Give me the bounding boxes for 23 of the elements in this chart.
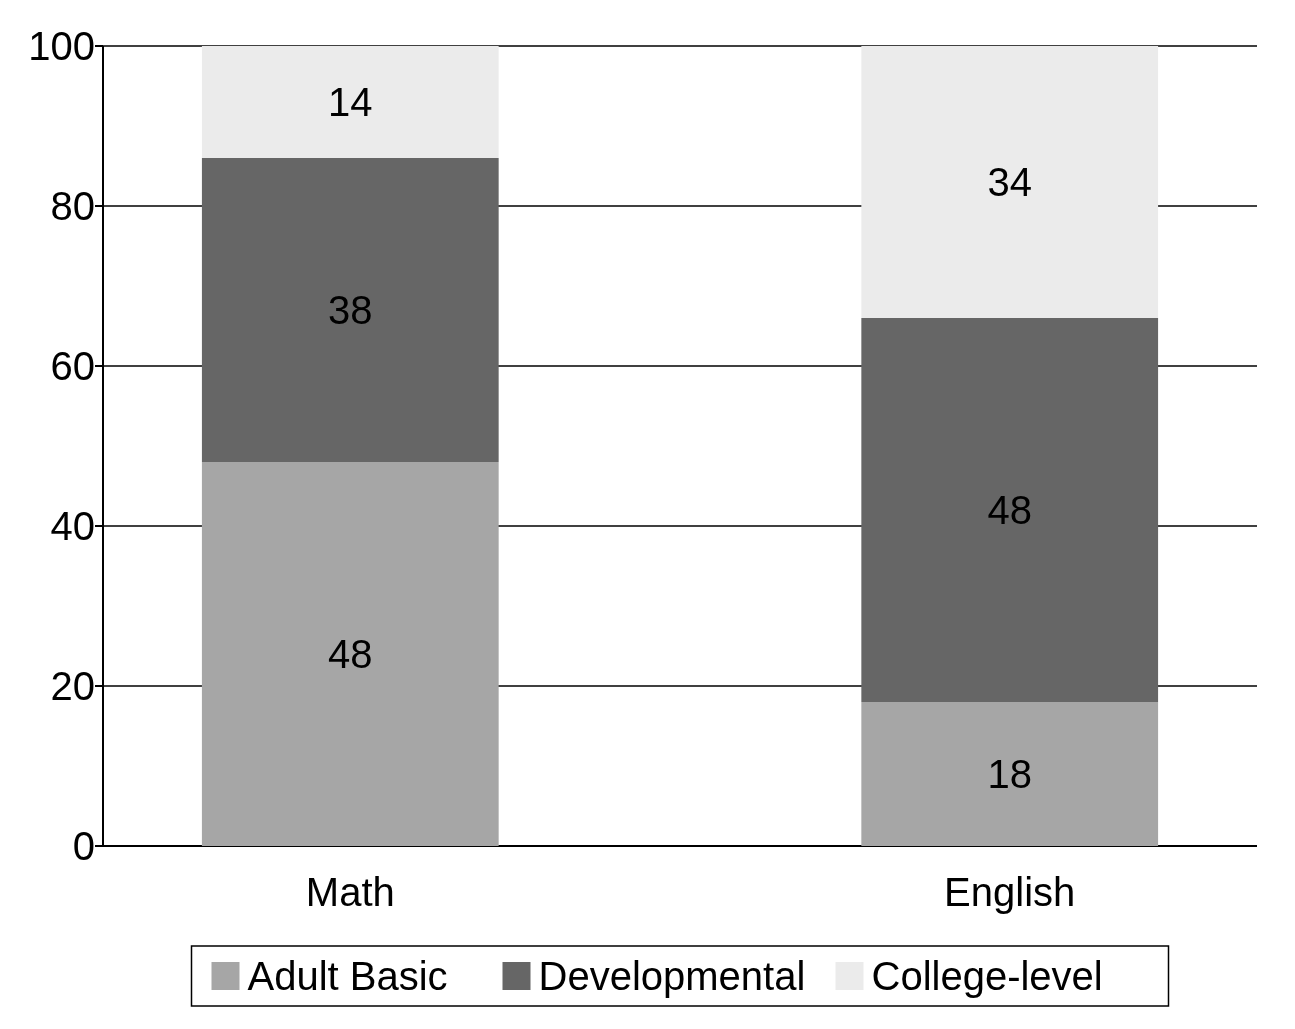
bar <box>861 318 1159 702</box>
legend-label: Developmental <box>538 954 806 998</box>
y-tick-label: 100 <box>28 24 95 68</box>
bar <box>201 462 499 846</box>
y-tick-label: 0 <box>72 824 95 868</box>
data-label: 18 <box>987 752 1032 796</box>
y-tick-label: 60 <box>50 344 95 388</box>
x-tick-label: Math <box>305 870 395 914</box>
data-label: 38 <box>328 288 373 332</box>
bar <box>201 158 499 462</box>
data-label: 48 <box>328 632 373 676</box>
data-label: 48 <box>987 488 1032 532</box>
legend-label: Adult Basic <box>247 954 448 998</box>
x-tick-label: English <box>944 870 1076 914</box>
bar <box>201 46 499 158</box>
data-label: 14 <box>328 80 373 124</box>
y-tick-label: 80 <box>50 184 95 228</box>
y-tick-label: 20 <box>50 664 95 708</box>
bar <box>861 702 1159 846</box>
bar <box>861 46 1159 318</box>
data-label: 34 <box>987 160 1032 204</box>
legend-label: College-level <box>871 954 1103 998</box>
y-tick-label: 40 <box>50 504 95 548</box>
